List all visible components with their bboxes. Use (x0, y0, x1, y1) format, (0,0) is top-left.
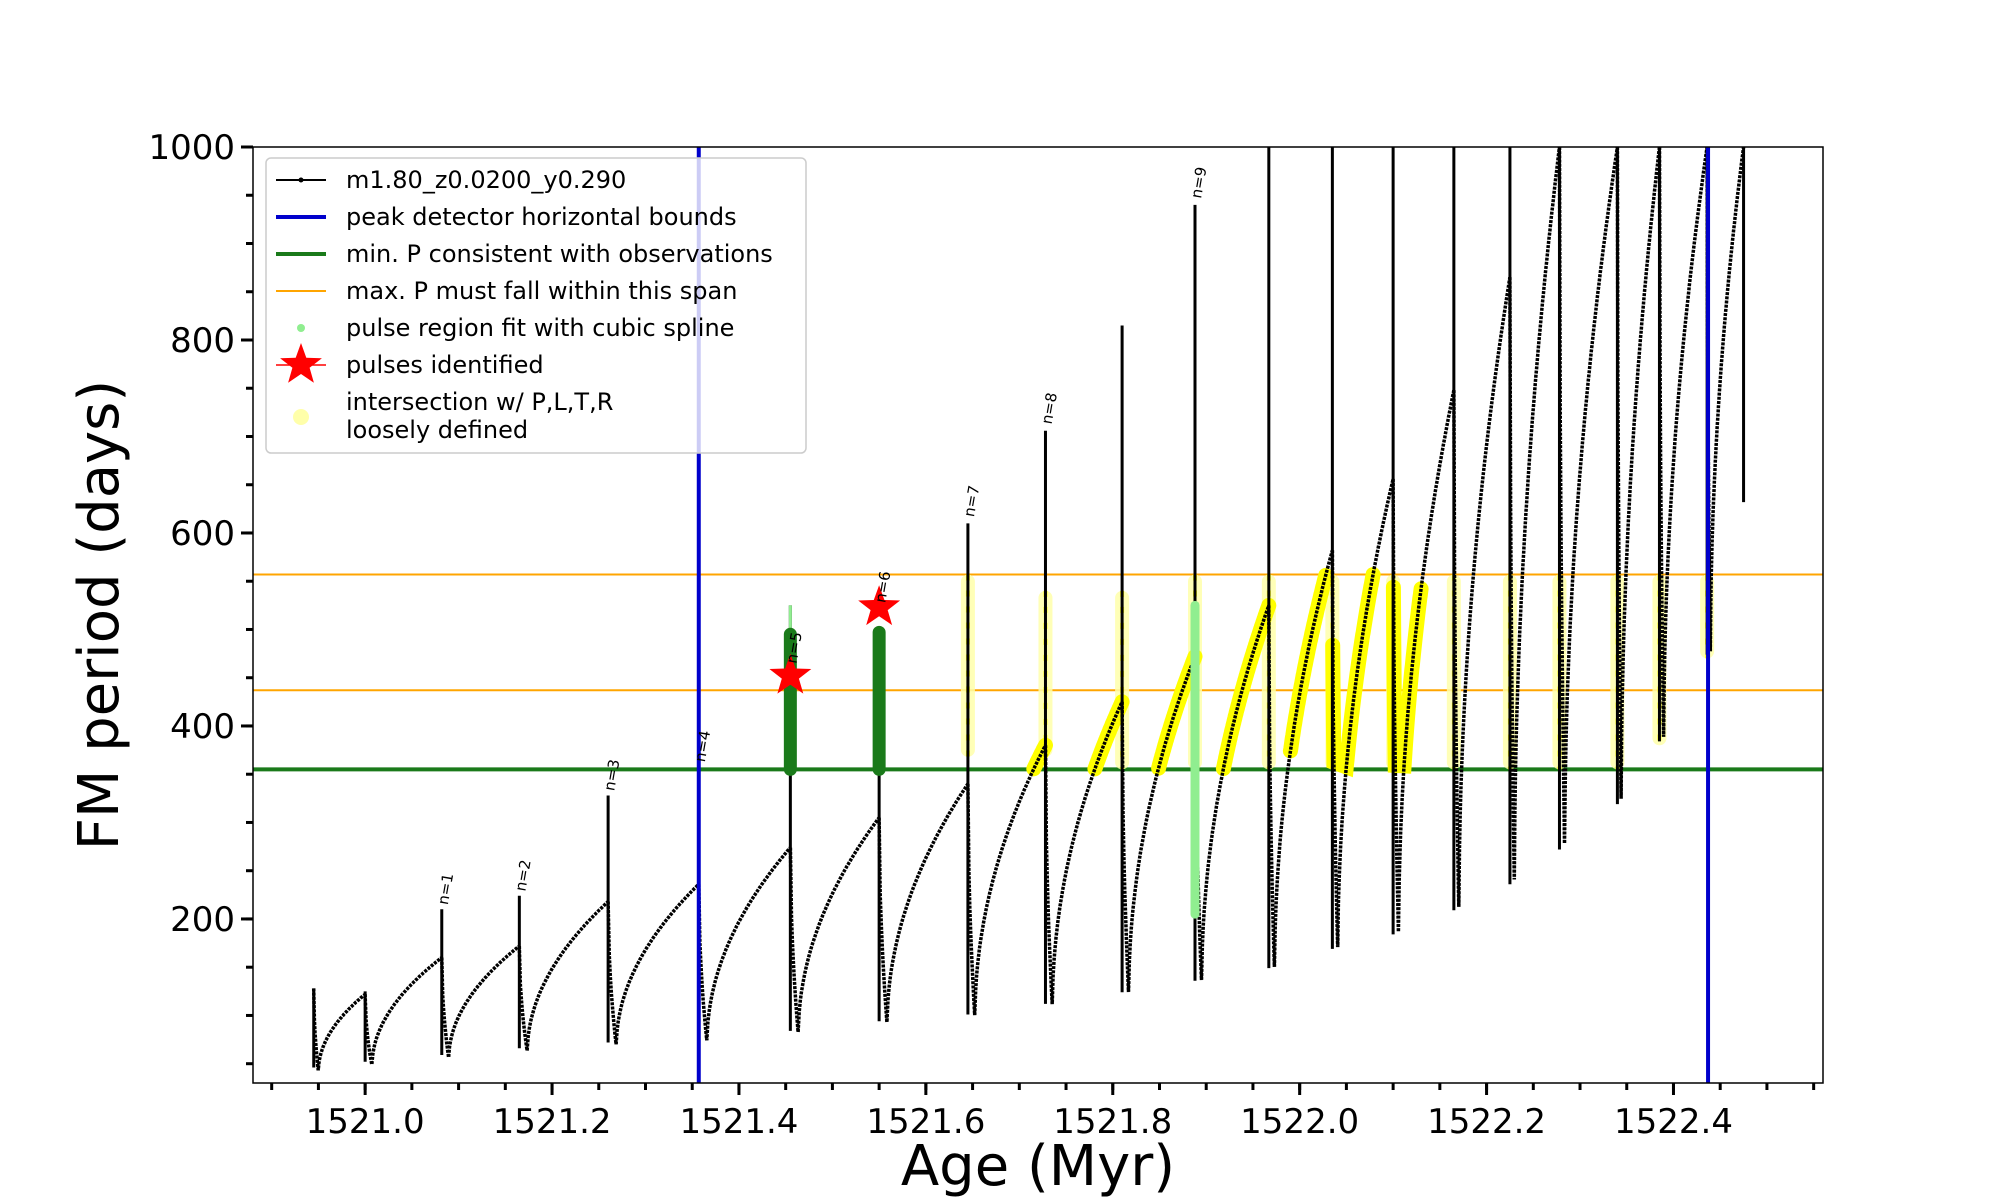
pulse-label-2: n=3 (600, 758, 623, 792)
x-tick-label-7: 1522.4 (1614, 1102, 1733, 1142)
pulse-label-7: n=8 (1038, 391, 1061, 425)
legend-box (265, 157, 807, 454)
track-cycle-2 (440, 944, 521, 1058)
x-tick-label-6: 1522.2 (1427, 1102, 1546, 1142)
track-cycle-17 (1557, 147, 1620, 844)
track-cycle-13 (1330, 478, 1395, 948)
track-cycle-6 (788, 816, 881, 1033)
pulse-label-1: n=2 (512, 858, 535, 892)
legend-label-5: pulses identified (346, 351, 544, 379)
axes: 1521.0 1521.2 1521.4 1521.6 1521.8 1522.0 1522… (148, 128, 1816, 1142)
track-cycle-3 (517, 900, 610, 1051)
track-cycle-1 (363, 956, 443, 1065)
plot-frame (252, 146, 1824, 1084)
legend-label-4: pulse region fit with cubic spline (346, 314, 734, 342)
track-cycle-14 (1391, 389, 1456, 932)
x-tick-label-4: 1521.8 (1053, 1102, 1172, 1142)
x-tick-label-0: 1521.0 (306, 1102, 425, 1142)
x-tick-label-1: 1521.2 (493, 1102, 612, 1142)
track-cycle-4 (606, 882, 700, 1045)
legend-marker-4 (297, 324, 305, 332)
track-cycle-11 (1193, 604, 1271, 981)
y-tick-label-0: 200 (170, 900, 235, 940)
x-tick-label-3: 1521.6 (866, 1102, 985, 1142)
pulse-label-4: n=5 (783, 631, 806, 665)
pulse-label-8: n=9 (1187, 165, 1210, 199)
track-cycle-18 (1615, 147, 1662, 799)
pulses-identified-markers (769, 585, 901, 694)
legend-label-6: intersection w/ P,L,T,R (346, 388, 613, 416)
x-axis-label: Age (Myr) (901, 1134, 1175, 1199)
track-cycle-12 (1267, 549, 1335, 967)
y-tick-label-2: 600 (170, 514, 235, 554)
legend-marker-dot-0 (298, 177, 304, 183)
pulse-label-6: n=7 (960, 484, 983, 518)
pulse-label-0: n=1 (434, 872, 457, 906)
track-cycle-19 (1657, 147, 1709, 737)
legend-label-1: peak detector horizontal bounds (346, 203, 737, 231)
y-tick-label-3: 800 (170, 321, 235, 361)
pulse-star-0 (769, 653, 812, 694)
track-cycle-9 (1043, 701, 1124, 1005)
track-cycle-20 (1705, 147, 1746, 652)
x-tick-label-2: 1521.4 (679, 1102, 798, 1142)
legend-marker-6 (293, 409, 309, 425)
legend-label-2: min. P consistent with observations (346, 240, 773, 268)
pulse-label-3: n=4 (691, 729, 714, 763)
y-tick-label-1: 400 (170, 707, 235, 747)
period-track (311, 147, 1746, 1071)
legend-label-line2-6: loosely defined (346, 416, 528, 444)
track-cycle-15 (1452, 277, 1512, 907)
track-cycle-16 (1508, 147, 1562, 880)
x-tick-label-5: 1522.0 (1240, 1102, 1359, 1142)
legend-label-3: max. P must fall within this span (346, 277, 737, 305)
pulse-label-5: n=6 (871, 570, 894, 604)
legend-label-0: m1.80_z0.0200_y0.290 (346, 166, 626, 194)
track-cycle-10 (1120, 655, 1197, 993)
pulse-number-labels: n=1 n=2 n=3 n=4 n=5 n=6 n=7 n=8 n=9 (434, 165, 1210, 906)
y-axis-label: FM period (days) (67, 380, 132, 850)
legend-marker-5 (280, 343, 322, 383)
track-cycle-5 (697, 846, 792, 1041)
pulse-star-1 (858, 585, 901, 626)
track-cycle-8 (966, 744, 1048, 1016)
y-tick-label-4: 1000 (148, 128, 235, 168)
